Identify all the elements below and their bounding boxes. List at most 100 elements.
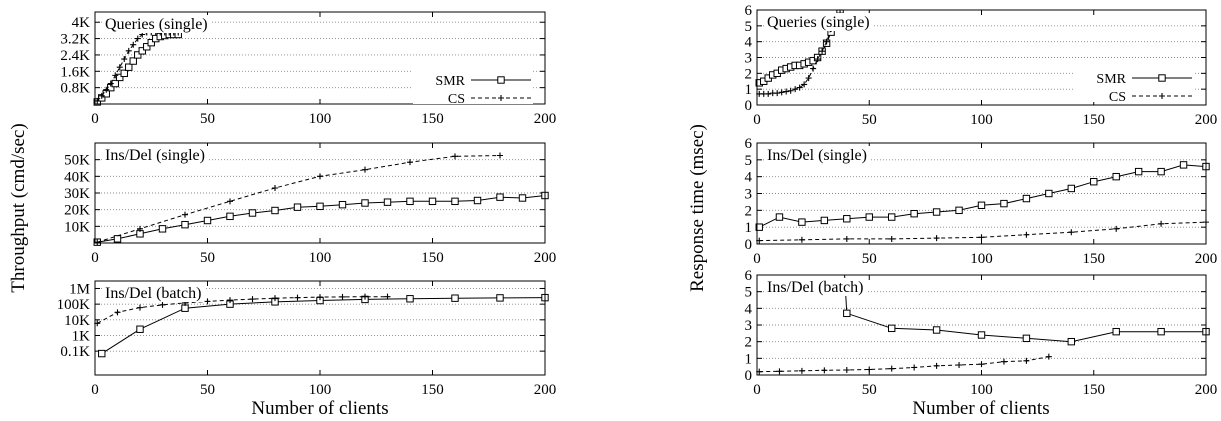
data-point-cs [134, 35, 141, 42]
data-point-smr [1090, 178, 1098, 186]
x-tick-label: 200 [534, 111, 557, 127]
data-point-cs [888, 235, 895, 242]
data-point-smr [406, 295, 414, 303]
data-point-smr [1157, 327, 1165, 336]
x-tick-label: 150 [1083, 251, 1106, 267]
data-point-smr [98, 349, 106, 358]
panel-title-background [102, 15, 211, 33]
series-line-cs [759, 356, 1049, 373]
data-point-smr [1045, 189, 1053, 198]
data-point-cs [452, 153, 458, 160]
x-tick-label: 50 [200, 111, 215, 127]
y-tick-label: 0 [745, 98, 753, 114]
data-point-cs [1068, 229, 1075, 236]
y-tick-label: 1 [745, 220, 753, 236]
legend-label-smr: SMR [435, 74, 465, 89]
legend-label-smr: SMR [1096, 72, 1126, 87]
series-line-cs [97, 155, 501, 243]
data-point-smr [406, 197, 414, 206]
x-tick-label: 100 [309, 111, 332, 127]
data-point-cs [317, 173, 323, 180]
data-point-smr [203, 216, 212, 225]
data-point-cs [843, 367, 850, 373]
y-tick-label: 0.1K [60, 344, 90, 360]
y-tick-label: 1.6K [60, 64, 90, 80]
y-tick-label: 50K [64, 153, 90, 169]
data-point-cs [819, 48, 826, 55]
data-point-smr [338, 200, 347, 209]
legend-marker-smr [497, 76, 505, 84]
y-axis-label-throughput: Throughput (cmd/sec) [8, 123, 29, 292]
data-point-cs [497, 152, 503, 159]
x-tick-label: 0 [753, 251, 761, 267]
y-tick-label: 4K [72, 15, 91, 31]
panel-title: Ins/Del (batch) [105, 285, 201, 302]
data-point-cs [384, 293, 391, 300]
data-point-cs [778, 89, 785, 96]
y-tick-label: 5 [745, 19, 753, 35]
panel-title-background [102, 284, 205, 302]
data-point-cs [116, 64, 123, 71]
data-point-cs [774, 90, 781, 97]
data-point-cs [362, 293, 368, 300]
x-tick-label: 0 [91, 111, 99, 127]
y-tick-label: 6 [745, 136, 753, 152]
data-point-cs [137, 225, 143, 232]
plot-frame [756, 274, 1207, 376]
data-point-smr [116, 73, 124, 82]
data-point-smr [865, 213, 873, 221]
x-tick-label: 150 [1083, 382, 1106, 398]
x-tick-label: 50 [200, 250, 215, 266]
data-point-cs [317, 294, 323, 301]
data-point-cs [121, 56, 128, 63]
x-axis-label-left: Number of clients [251, 398, 388, 419]
x-tick-label: 200 [1195, 382, 1218, 398]
y-tick-label: 1K [72, 328, 91, 344]
y-tick-label: 4 [745, 35, 753, 51]
data-point-smr [125, 63, 133, 71]
y-tick-label: 1 [745, 82, 753, 98]
y-tick-label: 2 [745, 203, 753, 219]
data-point-smr [843, 215, 851, 223]
series-line-smr [101, 297, 546, 355]
data-point-cs [114, 309, 121, 316]
x-tick-label: 100 [970, 251, 993, 267]
data-point-smr [428, 197, 437, 206]
data-point-cs [272, 185, 278, 191]
data-point-cs [796, 84, 803, 91]
data-point-cs [888, 365, 895, 372]
x-tick-label: 200 [534, 250, 557, 266]
x-tick-label: 200 [534, 382, 557, 398]
data-point-cs [227, 198, 233, 205]
data-point-smr [120, 69, 128, 78]
x-tick-label: 0 [91, 382, 99, 398]
data-point-smr [820, 216, 829, 225]
x-tick-label: 100 [309, 382, 332, 398]
data-point-cs [1000, 358, 1007, 365]
x-tick-label: 100 [970, 112, 993, 128]
data-point-cs [159, 301, 166, 308]
y-tick-label: 3 [745, 187, 753, 203]
x-tick-label: 150 [421, 382, 444, 398]
data-point-cs [787, 87, 794, 94]
x-tick-label: 50 [862, 112, 877, 128]
data-point-smr [383, 198, 392, 206]
data-point-cs [112, 72, 119, 79]
data-point-cs [98, 92, 105, 99]
y-tick-label: 3 [745, 51, 753, 67]
data-point-cs [765, 90, 772, 97]
data-point-cs [125, 47, 132, 54]
data-point-smr [147, 38, 155, 47]
panel-title: Queries (single) [767, 14, 870, 31]
data-point-cs [978, 361, 985, 368]
data-point-cs [911, 364, 918, 371]
y-tick-label: 10K [64, 219, 90, 235]
data-point-cs [810, 65, 817, 72]
data-point-smr [1134, 167, 1143, 176]
data-point-smr [1067, 184, 1075, 193]
panel-title-background [764, 278, 867, 296]
